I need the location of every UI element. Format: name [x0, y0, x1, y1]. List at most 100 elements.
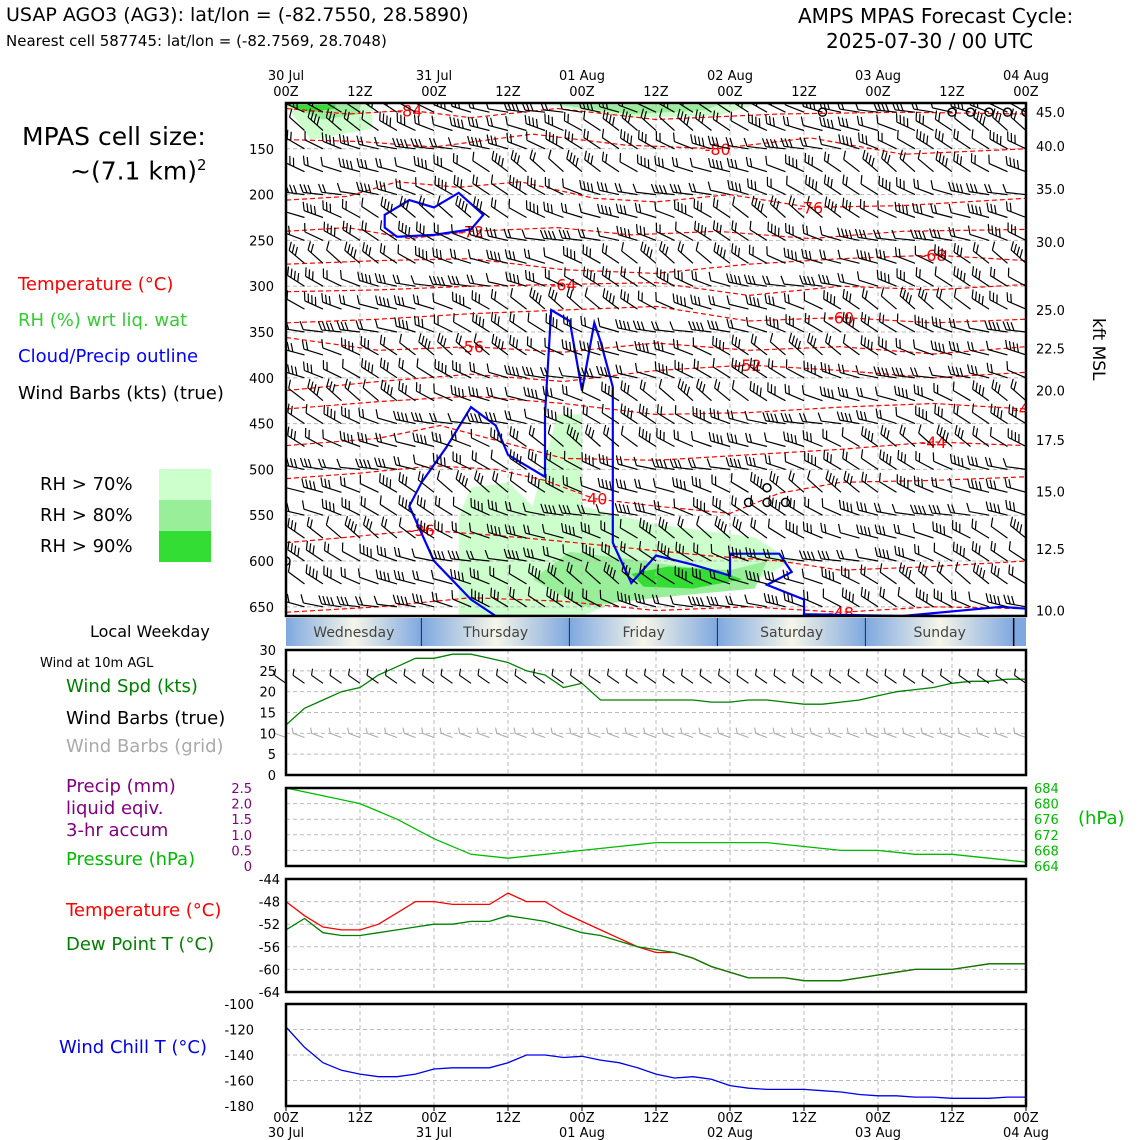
grid-wind-barb — [846, 727, 860, 739]
wind-barb-feather — [802, 550, 808, 560]
surface-wind-barb-staff — [662, 674, 675, 684]
grid-wind-barb — [328, 727, 342, 739]
wind-barb — [375, 409, 398, 425]
wind-barb — [915, 111, 934, 132]
wind-barb-staff — [506, 236, 527, 241]
wind-barb-feather — [748, 244, 751, 254]
grid-wind-barb — [828, 727, 842, 739]
wind-barb-feather — [470, 136, 475, 146]
wind-barb-feather — [545, 313, 548, 323]
wind-barb-feather — [404, 596, 409, 606]
wind-barb-feather — [831, 475, 835, 485]
wind-barb-staff — [307, 387, 324, 402]
wind-barb-staff — [935, 118, 953, 131]
wind-barb-feather — [967, 203, 971, 213]
wind-barb-feather — [975, 244, 979, 254]
wind-barb — [987, 223, 1008, 241]
wind-barb-feather — [955, 366, 960, 376]
windchill-tick-label: -120 — [224, 1024, 254, 1039]
wind-barb-feather — [842, 311, 845, 321]
wind-barb-feather — [322, 200, 324, 210]
wind-barb-feather — [790, 593, 794, 604]
wind-barb-feather — [650, 321, 656, 330]
wind-barb-feather — [547, 230, 553, 240]
wind-barb-feather — [726, 295, 730, 305]
wind-barb-feather — [458, 335, 462, 345]
wind-barb — [747, 113, 768, 132]
wind-barb — [843, 150, 860, 173]
wind-barb-feather — [606, 427, 610, 437]
wind-barb — [484, 549, 509, 562]
wind-barb-staff — [452, 459, 472, 470]
wind-barb-feather — [529, 149, 534, 159]
wind-barb-feather — [404, 225, 407, 235]
wind-barb-feather — [808, 314, 810, 324]
wind-barb — [599, 589, 620, 608]
wind-barb-feather — [956, 268, 959, 278]
top-time-label: 12Z — [347, 85, 373, 100]
wind-barb-feather — [973, 184, 978, 194]
surface-wind-barb-staff — [440, 674, 453, 684]
surface-wind-barb-feather — [828, 668, 832, 676]
surface-wind-barb-feather — [791, 668, 795, 676]
wind-barb-staff — [490, 458, 509, 470]
wind-barb-feather — [471, 103, 475, 109]
wind-barb-staff — [951, 486, 971, 493]
wind-barb — [545, 130, 564, 150]
grid-wind-barb — [310, 727, 324, 739]
wind-barb — [453, 175, 472, 196]
wind-barb-feather — [901, 564, 906, 574]
wind-barb-feather — [749, 548, 753, 558]
wind-barb-feather — [854, 103, 859, 111]
wind-barb — [317, 458, 342, 470]
wind-barb-feather — [661, 342, 664, 352]
wind-barb-feather — [797, 340, 801, 350]
wind-barb — [288, 379, 305, 402]
wind-barb-staff — [340, 466, 361, 470]
wind-barb-staff — [658, 387, 675, 402]
wind-barb-staff — [341, 505, 361, 516]
wind-barb-feather — [443, 103, 446, 110]
wind-barb-staff — [840, 508, 860, 516]
wind-barb-feather — [951, 182, 956, 192]
wind-barb-feather — [287, 517, 290, 527]
wind-barb-feather — [909, 367, 915, 376]
wind-barb-feather — [509, 311, 512, 321]
wind-barb-staff — [562, 108, 583, 113]
wind-barb — [341, 542, 361, 562]
wind-barb-feather — [437, 195, 441, 205]
wind-barb — [915, 267, 934, 287]
wind-barb-feather — [379, 570, 383, 580]
surface-wind-barb-staff — [903, 674, 916, 684]
wind-barb-feather — [656, 428, 658, 438]
bottom-time-label: 12Z — [791, 1111, 817, 1126]
wind-barb-staff — [858, 418, 879, 425]
wind-barb-feather — [374, 457, 378, 467]
wind-barb-feather — [359, 182, 364, 192]
wind-barb — [322, 268, 342, 287]
wind-barb-feather — [638, 266, 641, 276]
wind-barb-feather — [455, 551, 460, 560]
wind-barb — [528, 563, 546, 585]
wind-barb-feather — [695, 596, 701, 606]
wind-barb — [788, 195, 805, 218]
wind-barb-staff — [286, 349, 305, 356]
wind-barb-feather — [970, 365, 975, 375]
wind-barb-feather — [751, 275, 756, 285]
wind-barb-feather — [432, 293, 435, 303]
wind-barb — [989, 426, 1008, 448]
wind-barb-staff — [969, 327, 990, 333]
wind-barb-feather — [608, 206, 612, 216]
wind-barb-staff — [286, 117, 287, 131]
wind-barb-staff — [728, 603, 749, 608]
pressure-tick-label-right: 684 — [1034, 782, 1059, 797]
wind-barb-feather — [842, 174, 845, 184]
wind-barb-feather — [343, 109, 347, 119]
wind-barb-feather — [379, 495, 382, 505]
wind-barb-feather — [677, 184, 682, 194]
wind-barb-staff — [361, 228, 379, 241]
wind-barb — [992, 108, 1008, 131]
wind-barb-staff — [950, 349, 971, 356]
wind-barb-feather — [416, 358, 419, 368]
weekday-segment — [569, 618, 718, 646]
